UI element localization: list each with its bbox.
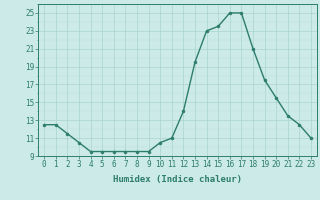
X-axis label: Humidex (Indice chaleur): Humidex (Indice chaleur) <box>113 175 242 184</box>
